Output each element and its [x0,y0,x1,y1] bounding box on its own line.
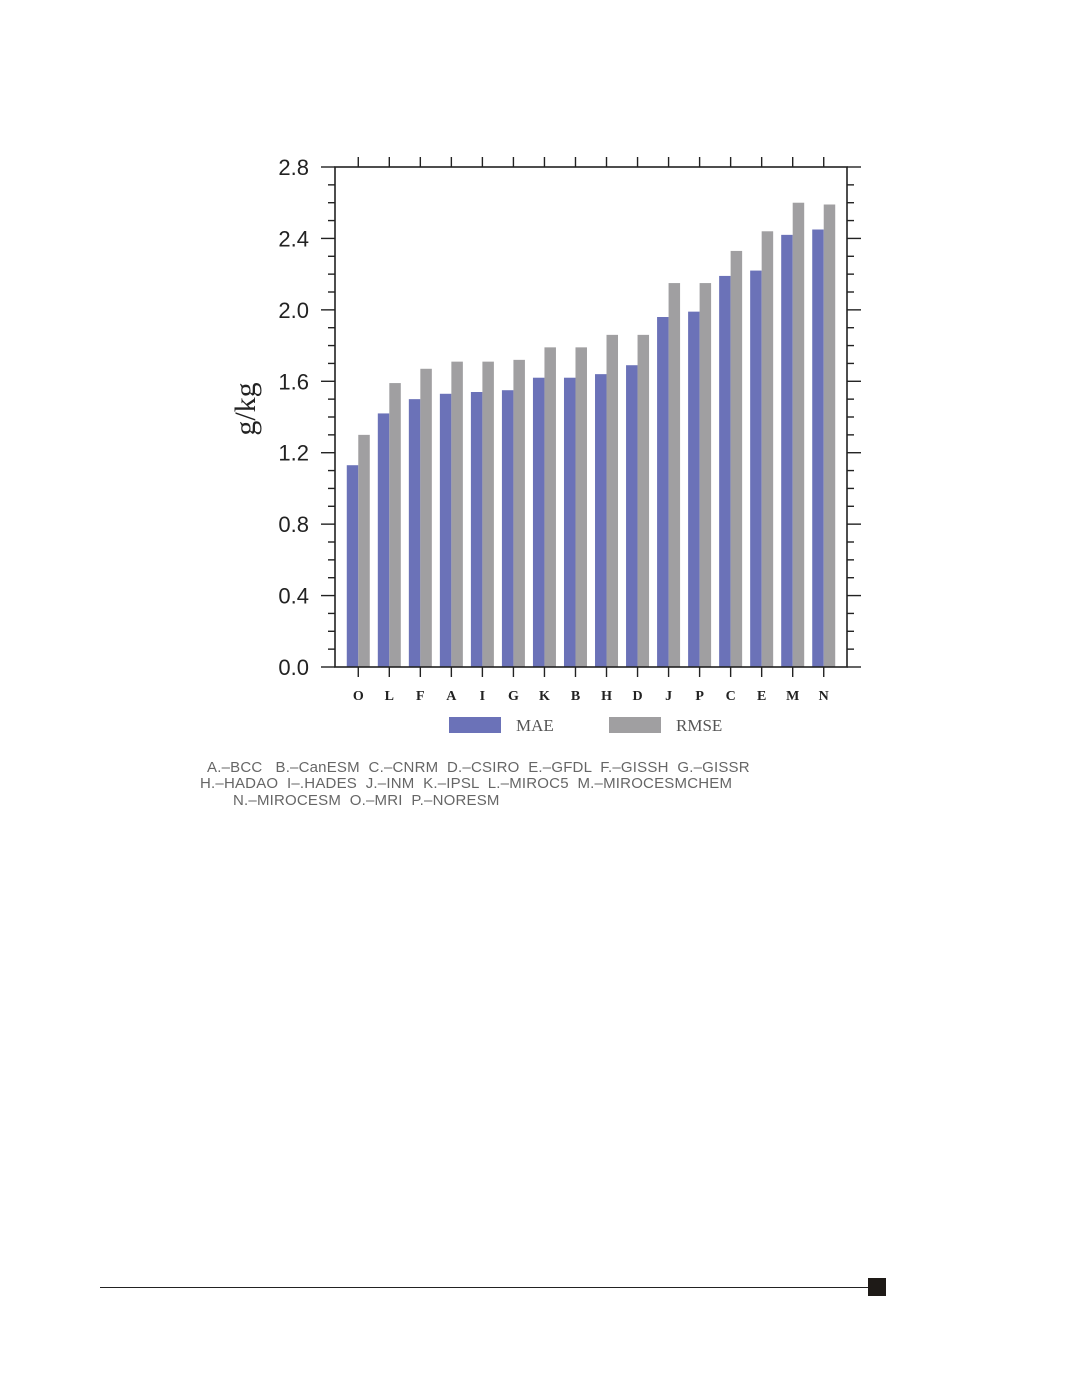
y-tick-label-6: 2.4 [278,226,309,251]
model-key-line-3: N.–MIROCESM O.–MRI P.–NORESM [233,792,500,809]
y-tick-label-5: 2.0 [278,298,309,323]
bar-rmse-h [606,334,619,667]
bar-mae-j [657,317,669,667]
x-tick-label-e: E [757,689,766,704]
bar-mae-i [470,392,483,667]
y-tick-label-4: 1.6 [278,369,309,394]
legend-swatch-mae [449,717,501,733]
y-tick-label-0: 0.0 [278,655,309,680]
bar-mae-l [377,413,390,667]
x-tick-label-k: K [539,689,550,704]
x-tick-label-c: C [726,689,736,704]
bar-rmse-o [358,434,370,667]
bar-rmse-b [575,347,587,667]
bar-rmse-i [482,361,494,667]
bar-mae-n [812,229,824,667]
x-tick-label-d: D [632,689,642,704]
bar-rmse-p [699,283,712,667]
bar-rmse-d [637,334,650,667]
bar-mae-d [626,365,638,667]
model-key-line-2: H.–HADAO I–.HADES J.–INM K.–IPSL L.–MIRO… [200,775,733,792]
bar-rmse-j [668,283,681,667]
x-tick-label-g: G [508,689,519,704]
x-tick-label-b: B [571,689,580,704]
legend-label-rmse: RMSE [676,716,722,735]
bar-rmse-e [761,231,774,668]
x-tick-label-l: L [385,689,394,704]
bar-rmse-n [823,204,836,667]
footer-rule [100,1287,870,1288]
bar-mae-b [563,377,576,667]
bar-mae-o [346,465,359,667]
bar-rmse-m [792,202,805,667]
x-tick-label-p: P [695,689,704,704]
bar-rmse-a [451,361,463,667]
legend-label-mae: MAE [516,716,554,735]
x-tick-label-f: F [416,689,425,704]
x-tick-label-n: N [819,689,829,704]
bar-mae-e [750,270,762,667]
bar-rmse-g [513,359,525,667]
bar-mae-c [719,275,731,667]
x-tick-label-h: H [601,689,612,704]
y-tick-label-2: 0.8 [278,512,309,537]
y-tick-label-1: 0.4 [278,584,309,609]
x-tick-label-a: A [446,689,457,704]
bar-chart: O L F A I G K B H D J P C E M N 0.0 0.4 0.8 1.2 1.6 2.0 2.4 2.8… [229,155,861,735]
bar-mae-g [501,390,514,667]
model-key-line-1: A.–BCC B.–CanESM C.–CNRM D.–CSIRO E.–GFD… [207,759,750,776]
bar-rmse-l [389,383,401,667]
bar-rmse-k [544,347,556,667]
y-tick-label-7: 2.8 [278,155,309,180]
bar-rmse-c [730,250,743,667]
y-tick-label-3: 1.2 [278,441,309,466]
plot-frame [334,166,848,668]
bar-rmse-f [420,368,432,667]
footer-square-marker [868,1278,886,1296]
bar-mae-f [408,399,421,667]
bar-mae-k [532,377,545,667]
bar-mae-a [439,393,452,667]
legend-swatch-rmse [609,717,661,733]
y-axis-label: g/kg [229,382,262,435]
x-tick-label-o: O [353,689,364,704]
bar-mae-m [781,234,793,667]
x-tick-label-i: I [480,689,485,704]
x-tick-label-m: M [786,689,799,704]
bar-mae-h [595,374,607,667]
bar-mae-p [688,311,700,667]
x-tick-label-j: J [665,689,672,704]
